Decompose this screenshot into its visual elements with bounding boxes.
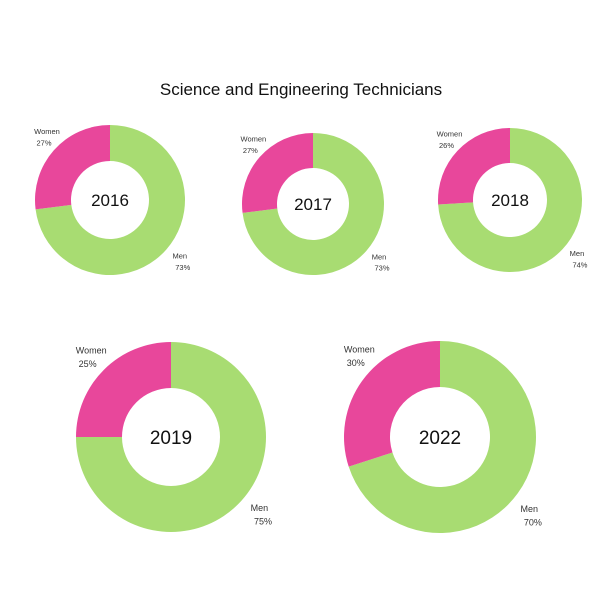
donut-2017-women-name-label: Women: [241, 135, 267, 144]
chart-title: Science and Engineering Technicians: [159, 80, 443, 99]
donut-2017-women-value-label: 27%: [243, 146, 258, 155]
donut-2018-slice-women: [438, 128, 510, 205]
donut-2017-men-value-label: 73%: [375, 264, 390, 273]
donut-2018-men-value-label: 74%: [572, 260, 587, 269]
donut-2022-slice-women: [344, 341, 440, 467]
donut-2016-women-name-label: Women: [34, 127, 60, 136]
donut-2018-slice-men: [438, 128, 583, 273]
donut-2018-center-label: 2018: [491, 191, 529, 210]
donut-2017-center-label: 2017: [294, 195, 332, 214]
donut-2019-women-name-label: Women: [76, 345, 107, 355]
donut-2016-center-label: 2016: [91, 191, 129, 210]
donut-2022-slice-men: [348, 340, 536, 533]
donut-2022-men-value-label: 70%: [524, 517, 542, 527]
donut-2019-women-value-label: 25%: [79, 359, 97, 369]
donut-2016-women-value-label: 27%: [36, 138, 51, 147]
donut-2016-slice-women: [34, 125, 110, 210]
donut-2018-men-name-label: Men: [570, 249, 585, 258]
donut-2018-women-value-label: 26%: [439, 141, 454, 150]
donut-2019-men-name-label: Men: [251, 503, 269, 513]
donut-2017-slice-men: [242, 133, 384, 275]
donut-2017-slice-women: [242, 133, 313, 213]
donut-2022-center-label: 2022: [419, 428, 461, 449]
donut-2016-men-value-label: 73%: [175, 263, 190, 272]
donut-2019-center-label: 2019: [150, 428, 192, 449]
donut-2022-men-name-label: Men: [521, 504, 539, 514]
donut-2017-men-name-label: Men: [372, 252, 387, 261]
donut-2016-men-name-label: Men: [172, 252, 187, 261]
donut-2018-women-name-label: Women: [437, 130, 463, 139]
donut-2022-women-name-label: Women: [344, 345, 375, 355]
donut-2019-men-value-label: 75%: [254, 517, 272, 527]
donut-2022-women-value-label: 30%: [347, 358, 365, 368]
donut-2019-slice-men: [76, 342, 266, 532]
donut-2019-slice-women: [76, 342, 171, 437]
donut-2016-slice-men: [35, 125, 186, 275]
